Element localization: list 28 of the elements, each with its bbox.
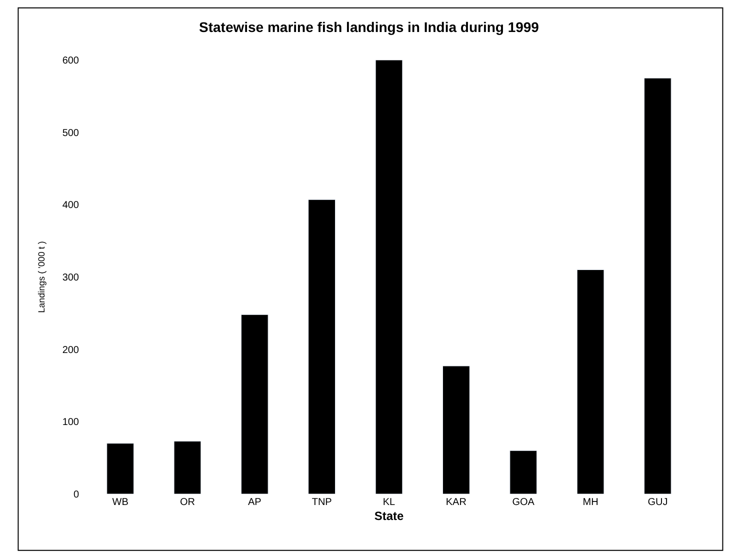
x-tick-label: AP xyxy=(248,497,262,508)
x-tick-label: TNP xyxy=(312,497,332,508)
x-tick-label: KAR xyxy=(446,497,466,508)
x-axis-title: State xyxy=(374,508,404,523)
bar xyxy=(106,443,134,494)
bar xyxy=(442,366,470,494)
x-tick-label: KL xyxy=(382,497,396,508)
x-tick-label: OR xyxy=(180,497,195,508)
y-tick-label: 200 xyxy=(62,344,80,356)
y-tick-label: 500 xyxy=(62,128,80,139)
x-tick-label: MH xyxy=(582,497,598,508)
bar xyxy=(375,60,403,494)
bar xyxy=(240,314,268,494)
y-tick-label: 300 xyxy=(62,272,80,284)
bar xyxy=(308,199,336,494)
bar xyxy=(576,270,604,494)
chart-title: Statewise marine fish landings in India during 1999 xyxy=(199,18,540,35)
y-tick-label: 600 xyxy=(62,56,80,66)
bar xyxy=(644,78,672,494)
y-tick-label: 0 xyxy=(73,490,80,500)
bar xyxy=(174,440,202,494)
y-axis-title: Landings ( '000 t ) xyxy=(36,241,47,313)
x-tick-label: GOA xyxy=(512,497,535,508)
x-tick-label: WB xyxy=(112,497,129,508)
y-tick-label: 100 xyxy=(62,417,80,428)
x-tick-label: GUJ xyxy=(648,497,668,508)
bar xyxy=(510,450,538,494)
y-tick-label: 400 xyxy=(62,200,80,212)
